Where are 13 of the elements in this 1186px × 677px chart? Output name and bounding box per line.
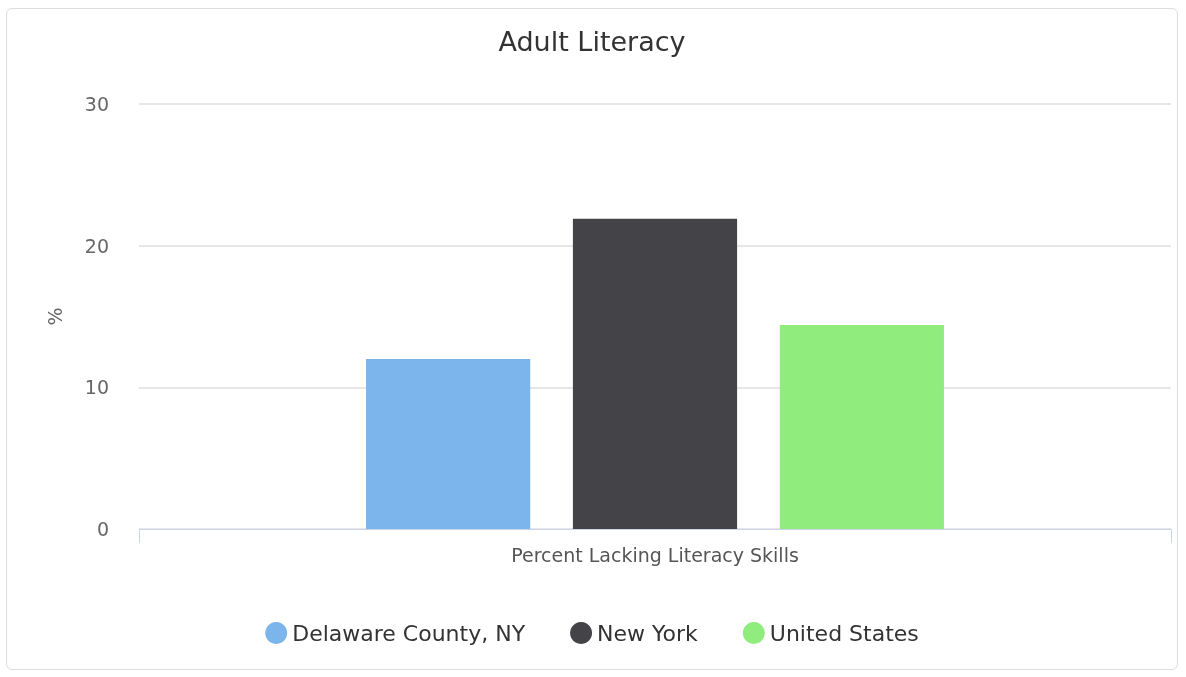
bar [779,325,944,529]
y-tick-label: 30 [84,93,109,115]
bar [572,218,738,529]
chart-title: Adult Literacy [498,26,686,57]
x-tick-label: Percent Lacking Literacy Skills [511,543,799,566]
y-tick-label: 0 [96,518,109,540]
y-tick-label: 20 [84,234,109,257]
y-tick-label: 10 [84,376,109,399]
y-axis-title: % [43,307,66,326]
legend-label: New York [597,620,699,646]
legend-label: United States [769,620,919,646]
bar [366,359,531,529]
legend-label: Delaware County, NY [292,620,526,646]
